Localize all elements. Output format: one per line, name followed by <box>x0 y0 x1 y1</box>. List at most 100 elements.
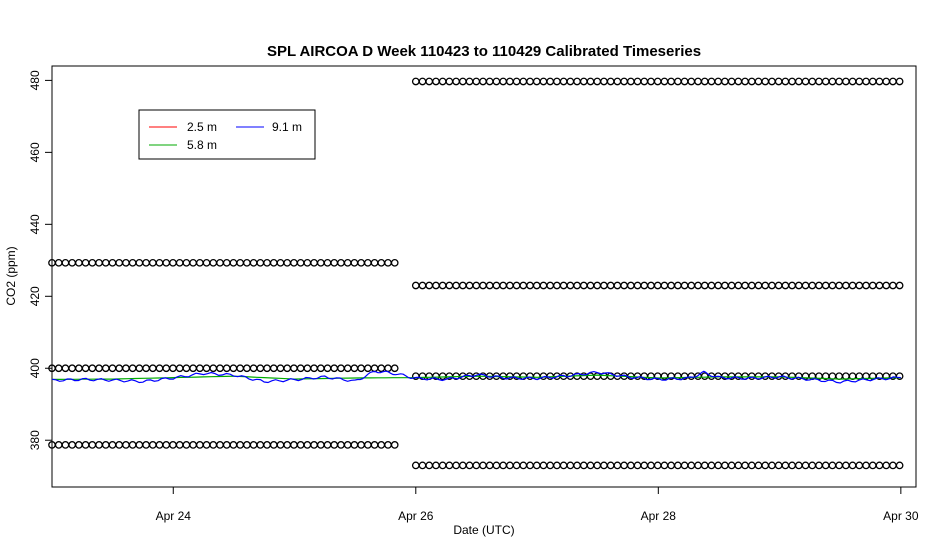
calibration-point <box>75 258 83 267</box>
calibration-point <box>202 441 211 449</box>
calibration-point <box>626 281 635 290</box>
calibration-point <box>357 441 365 449</box>
calibration-point <box>700 461 709 470</box>
calibration-point <box>862 461 870 470</box>
calibration-point <box>768 461 776 470</box>
calibration-point <box>895 461 904 470</box>
calibration-point <box>747 77 756 86</box>
calibration-point <box>249 258 258 267</box>
calibration-point <box>169 364 177 373</box>
calibration-point <box>95 258 103 267</box>
calibration-point <box>445 77 454 86</box>
calibration-point <box>236 364 245 373</box>
calibration-point <box>768 281 776 290</box>
calibration-point <box>216 441 224 449</box>
calibration-point <box>458 461 467 470</box>
calibration-point <box>754 281 763 290</box>
calibration-point <box>479 461 487 470</box>
calibration-point <box>573 281 581 290</box>
calibration-point <box>432 77 440 86</box>
calibration-point <box>768 77 776 86</box>
calibration-point <box>889 281 897 290</box>
calibration-point <box>330 441 339 449</box>
calibration-point <box>579 281 588 290</box>
calibration-point <box>418 281 427 290</box>
calibration-point <box>539 461 548 470</box>
calibration-point <box>506 77 514 86</box>
calibration-point <box>754 461 763 470</box>
calibration-point <box>222 364 231 373</box>
calibration-point <box>882 77 891 86</box>
calibration-point <box>828 461 837 470</box>
calibration-point <box>95 441 103 449</box>
calibration-point <box>88 364 97 373</box>
calibration-point <box>189 258 197 267</box>
calibration-point <box>169 258 177 267</box>
calibration-point <box>579 461 588 470</box>
calibration-point <box>593 461 602 470</box>
calibration-point <box>209 258 218 267</box>
calibration-point <box>721 461 729 470</box>
calibration-point <box>633 281 642 290</box>
calibration-point <box>182 364 191 373</box>
calibration-point <box>875 77 884 86</box>
calibration-point <box>175 441 184 449</box>
x-tick-label: Apr 30 <box>883 509 919 523</box>
calibration-point <box>310 441 318 449</box>
calibration-point <box>606 281 615 290</box>
calibration-point <box>162 364 171 373</box>
calibration-point <box>216 258 224 267</box>
calibration-point <box>774 461 783 470</box>
calibration-point <box>61 364 70 373</box>
legend: 2.5 m 5.8 m 9.1 m <box>138 109 316 160</box>
calibration-point <box>667 281 675 290</box>
calibration-point <box>330 258 339 267</box>
calibration-point <box>95 364 103 373</box>
calibration-point <box>553 281 561 290</box>
calibration-point <box>148 441 157 449</box>
calibration-point <box>128 441 137 449</box>
calibration-point <box>620 461 628 470</box>
calibration-point <box>122 441 130 449</box>
calibration-point <box>425 461 434 470</box>
calibration-point <box>175 258 184 267</box>
calibration-point <box>815 281 823 290</box>
calibration-point <box>848 461 857 470</box>
calibration-point <box>350 441 359 449</box>
calibration-point <box>492 281 501 290</box>
calibration-point <box>788 77 796 86</box>
calibration-point <box>808 281 817 290</box>
calibration-point <box>54 441 63 449</box>
calibration-point <box>600 461 608 470</box>
calibration-point <box>526 281 534 290</box>
calibration-point <box>303 364 312 373</box>
calibration-point <box>586 281 595 290</box>
calibration-point <box>553 461 561 470</box>
calibration-point <box>707 77 716 86</box>
calibration-point <box>573 77 581 86</box>
calibration-point <box>647 281 655 290</box>
calibration-point <box>68 364 77 373</box>
calibration-point <box>296 258 305 267</box>
calibration-point <box>882 461 891 470</box>
calibration-point <box>526 77 534 86</box>
calibration-point <box>128 364 137 373</box>
calibration-point <box>667 77 675 86</box>
y-axis-label: CO2 (ppm) <box>4 246 18 305</box>
calibration-point <box>135 441 144 449</box>
calibration-point <box>875 281 884 290</box>
calibration-point <box>660 461 669 470</box>
calibration-point <box>613 461 622 470</box>
calibration-point <box>155 364 164 373</box>
calibration-point <box>640 77 649 86</box>
calibration-point <box>620 77 628 86</box>
calibration-point <box>734 461 743 470</box>
calibration-point <box>714 281 723 290</box>
calibration-point <box>586 461 595 470</box>
calibration-point <box>377 364 386 373</box>
calibration-point <box>122 258 130 267</box>
calibration-point <box>290 364 298 373</box>
calibration-point <box>316 364 325 373</box>
calibration-point <box>418 461 427 470</box>
